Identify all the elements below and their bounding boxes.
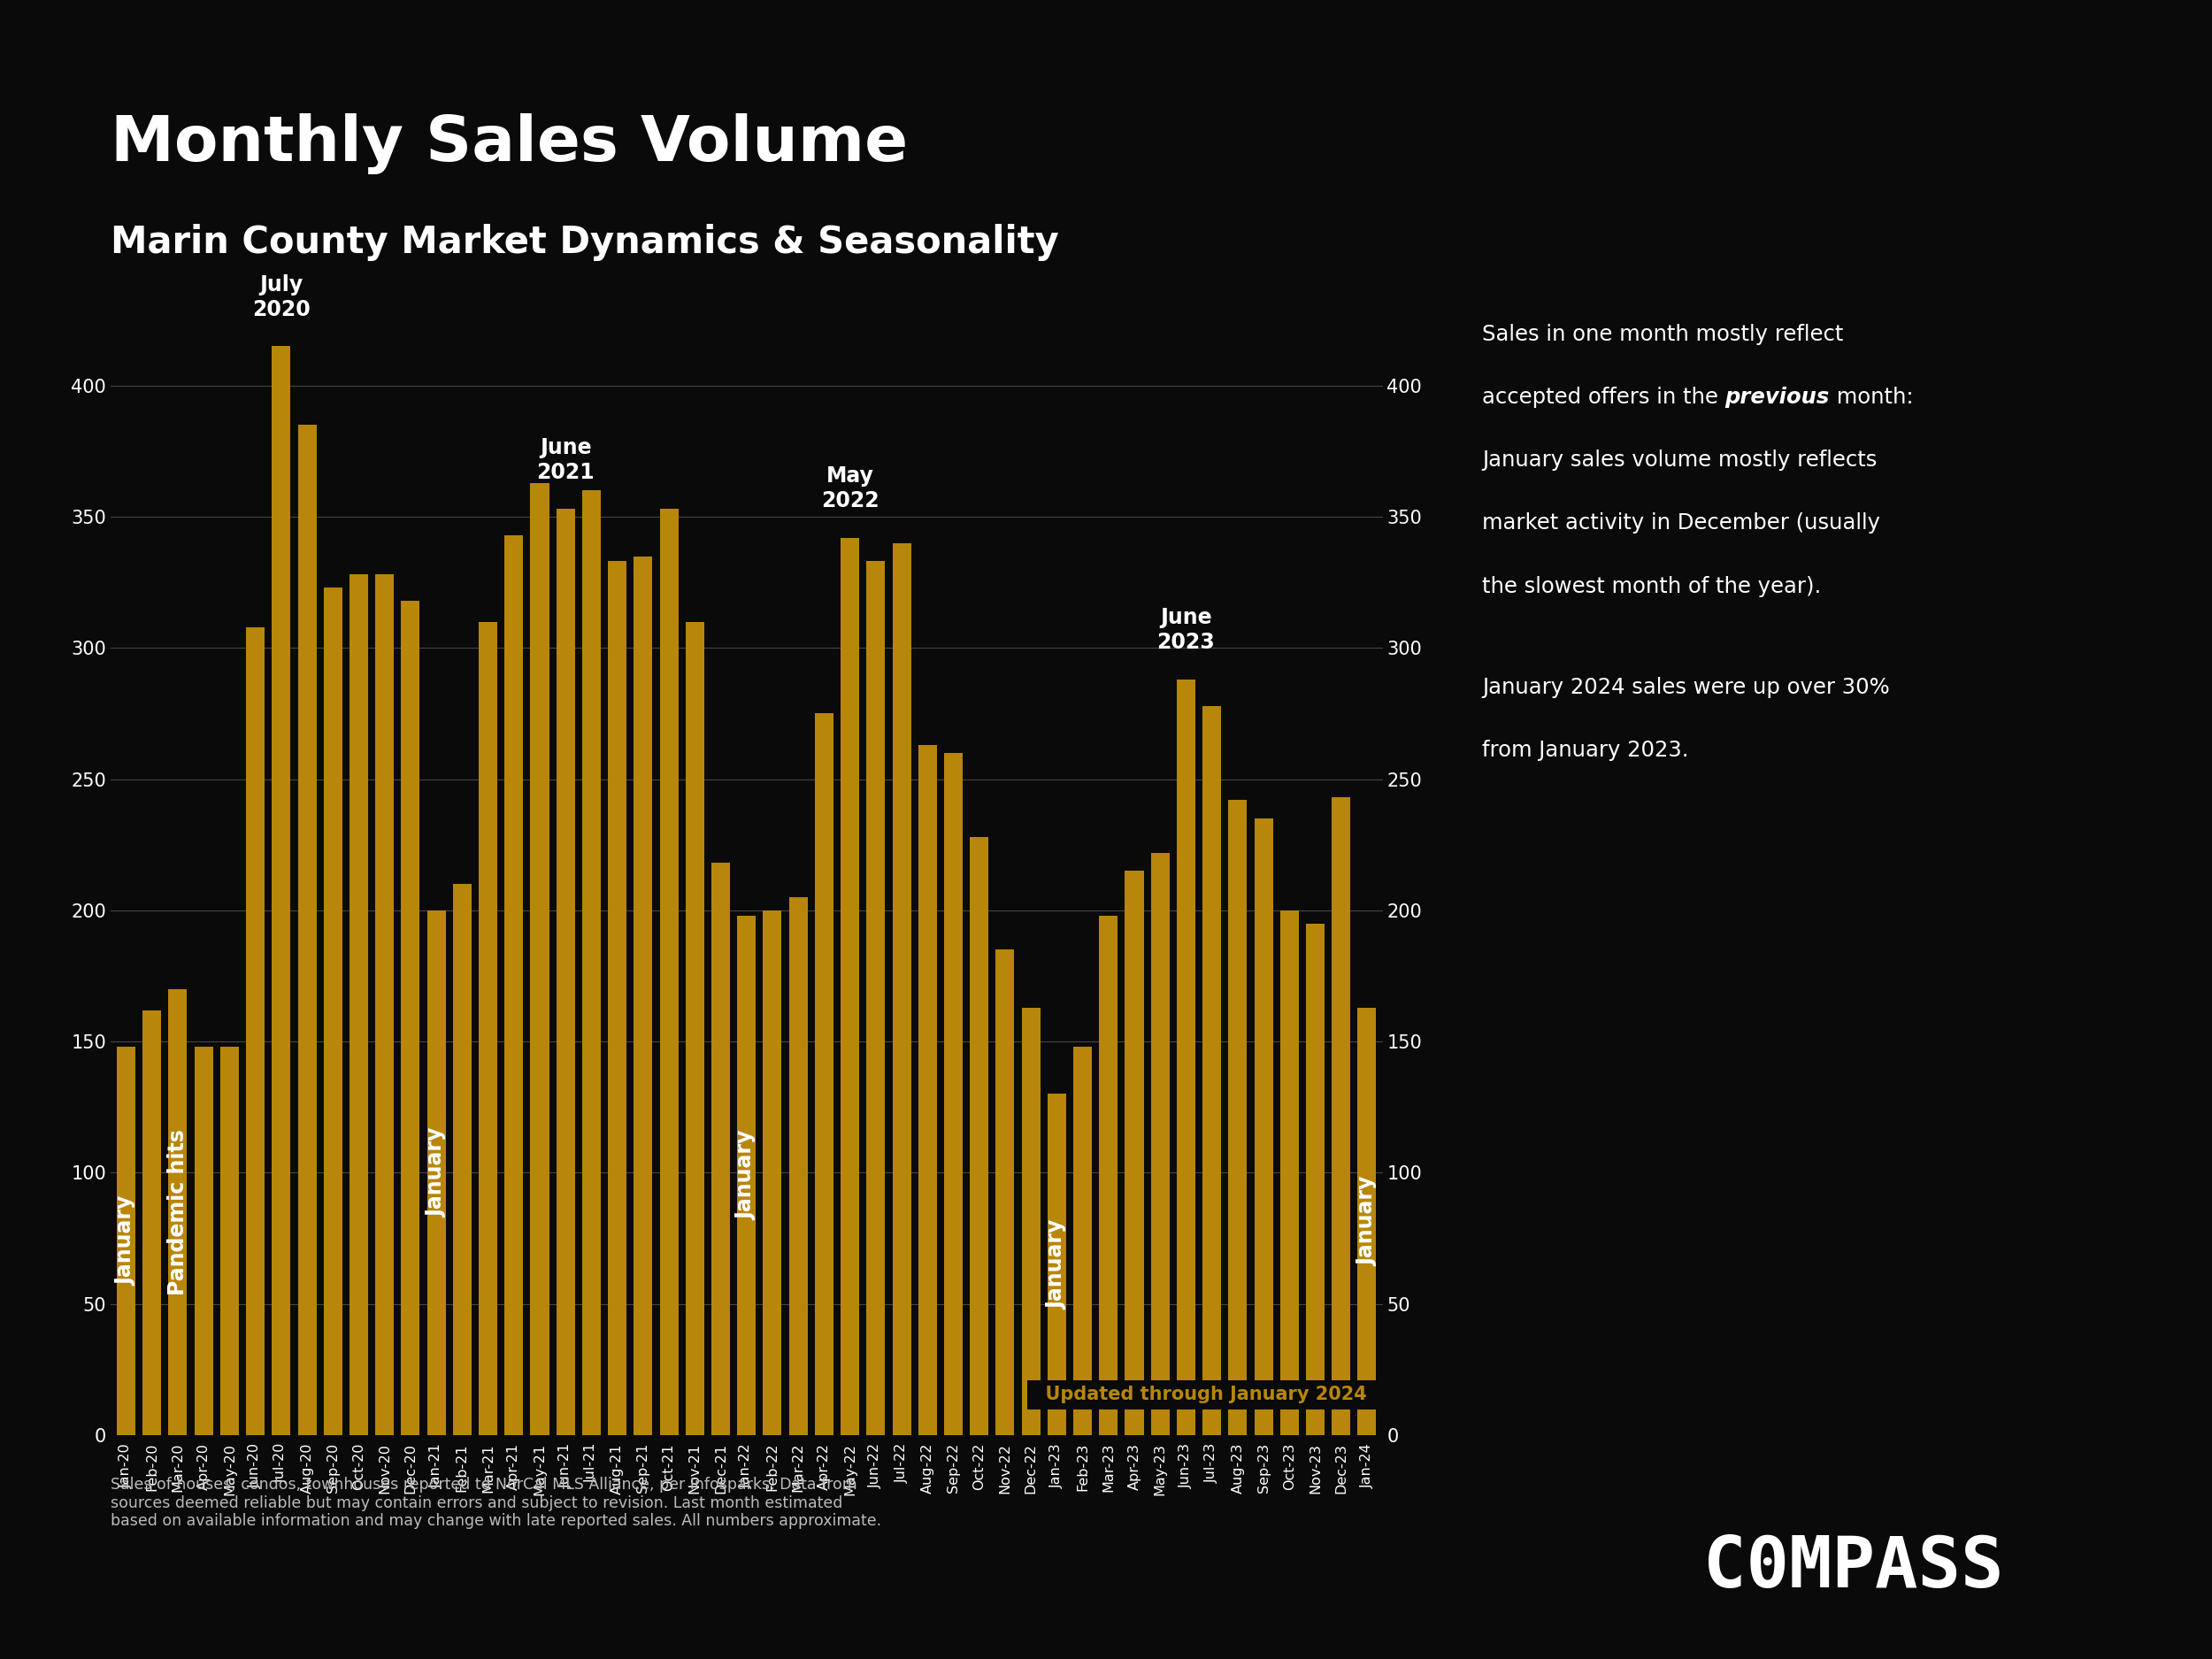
Bar <box>841 538 858 1435</box>
Bar <box>763 911 781 1435</box>
Bar <box>168 989 188 1435</box>
Bar <box>246 627 265 1435</box>
Bar <box>582 491 602 1435</box>
Bar <box>1305 924 1325 1435</box>
Text: Marin County Market Dynamics & Seasonality: Marin County Market Dynamics & Seasonali… <box>111 224 1060 260</box>
Bar <box>1281 911 1298 1435</box>
Bar <box>814 713 834 1435</box>
Bar <box>686 622 703 1435</box>
Text: Sales of houses, condos, townhouses reported to NorCal MLS Alliance, per Infospa: Sales of houses, condos, townhouses repo… <box>111 1477 880 1530</box>
Bar <box>635 556 653 1435</box>
Bar <box>918 745 938 1435</box>
Bar <box>221 1047 239 1435</box>
Bar <box>1150 853 1170 1435</box>
Bar <box>1203 705 1221 1435</box>
Text: Sales in one month mostly reflect: Sales in one month mostly reflect <box>1482 324 1843 345</box>
Bar <box>790 898 807 1435</box>
Text: May
2022: May 2022 <box>821 466 878 511</box>
Text: market activity in December (usually: market activity in December (usually <box>1482 513 1880 534</box>
Text: from January 2023.: from January 2023. <box>1482 740 1688 761</box>
Text: previous: previous <box>1725 387 1829 408</box>
Text: January: January <box>115 1196 137 1286</box>
Bar <box>891 542 911 1435</box>
Text: Updated through January 2024: Updated through January 2024 <box>1033 1385 1380 1404</box>
Text: Pandemic hits: Pandemic hits <box>168 1128 188 1296</box>
Bar <box>555 509 575 1435</box>
Text: January: January <box>1356 1176 1378 1266</box>
Text: June
2021: June 2021 <box>538 436 595 483</box>
Bar <box>1073 1047 1093 1435</box>
Bar <box>1048 1093 1066 1435</box>
Text: month:: month: <box>1829 387 1913 408</box>
Bar <box>142 1010 161 1435</box>
Bar <box>400 601 420 1435</box>
Text: accepted offers in the: accepted offers in the <box>1482 387 1725 408</box>
Bar <box>737 916 757 1435</box>
Bar <box>531 483 549 1435</box>
Bar <box>969 836 989 1435</box>
Bar <box>427 911 445 1435</box>
Bar <box>867 561 885 1435</box>
Bar <box>478 622 498 1435</box>
Text: January: January <box>1046 1219 1068 1309</box>
Text: January sales volume mostly reflects: January sales volume mostly reflects <box>1482 450 1878 471</box>
Bar <box>504 536 524 1435</box>
Bar <box>659 509 679 1435</box>
Bar <box>299 425 316 1435</box>
Text: June
2023: June 2023 <box>1157 607 1214 654</box>
Text: C0MPASS: C0MPASS <box>1703 1533 2004 1603</box>
Text: January 2024 sales were up over 30%: January 2024 sales were up over 30% <box>1482 677 1889 698</box>
Bar <box>945 753 962 1435</box>
Bar <box>1358 1007 1376 1435</box>
Text: July
2020: July 2020 <box>252 274 310 320</box>
Text: the slowest month of the year).: the slowest month of the year). <box>1482 576 1820 597</box>
Bar <box>1099 916 1117 1435</box>
Bar <box>453 884 471 1435</box>
Text: January: January <box>425 1128 447 1218</box>
Bar <box>1126 871 1144 1435</box>
Bar <box>272 347 290 1435</box>
Bar <box>1228 800 1248 1435</box>
Bar <box>376 574 394 1435</box>
Text: January: January <box>737 1130 757 1219</box>
Bar <box>323 587 343 1435</box>
Bar <box>1332 798 1352 1435</box>
Bar <box>195 1047 212 1435</box>
Bar <box>995 949 1015 1435</box>
Bar <box>117 1047 135 1435</box>
Bar <box>1022 1007 1040 1435</box>
Bar <box>608 561 626 1435</box>
Bar <box>349 574 367 1435</box>
Bar <box>1177 680 1194 1435</box>
Bar <box>712 863 730 1435</box>
Text: Monthly Sales Volume: Monthly Sales Volume <box>111 113 907 174</box>
Bar <box>1254 818 1272 1435</box>
